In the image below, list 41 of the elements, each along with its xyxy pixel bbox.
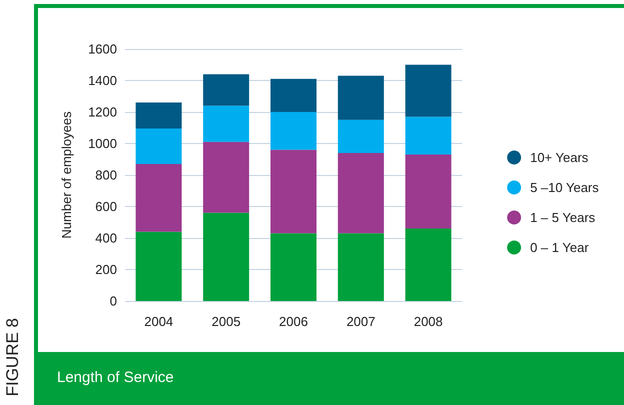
y-tick-label: 1000 — [88, 136, 117, 151]
bar — [405, 64, 452, 117]
bar — [405, 116, 452, 155]
legend-label: 0 – 1 Year — [530, 240, 590, 255]
bar — [203, 142, 250, 213]
x-tick-label: 2004 — [144, 314, 174, 329]
y-tick-label: 1200 — [88, 104, 117, 120]
bar — [405, 228, 452, 301]
legend-label: 5 –10 Years — [530, 180, 600, 195]
bar — [136, 232, 182, 301]
bar — [405, 154, 452, 229]
bar — [338, 233, 384, 301]
legend-label: 1 – 5 Years — [530, 210, 596, 225]
x-tick-label: 2007 — [346, 314, 376, 329]
y-tick-label: 400 — [95, 230, 117, 246]
bar — [338, 76, 384, 120]
bar — [270, 112, 316, 150]
bar — [270, 150, 316, 234]
bar — [136, 102, 182, 129]
x-tick-label: 2006 — [279, 314, 308, 329]
y-tick-label: 800 — [95, 168, 117, 182]
y-tick-label: 1600 — [88, 42, 117, 56]
y-axis-title: Number of employees — [59, 110, 74, 239]
bar — [203, 212, 250, 301]
y-tick-label: 1400 — [88, 73, 117, 88]
bar — [136, 164, 182, 232]
bar — [270, 78, 316, 112]
bar — [270, 233, 316, 301]
legend-label: 10+ Years — [530, 150, 589, 165]
bar — [203, 74, 250, 106]
y-tick-label: 0 — [110, 294, 117, 308]
y-tick-label: 200 — [95, 262, 117, 277]
x-tick-label: 2008 — [414, 314, 443, 329]
caption: FIGURE 8 — [3, 318, 22, 396]
bar — [338, 152, 384, 234]
y-tick-label: 600 — [95, 199, 117, 214]
x-tick-label: 2005 — [212, 314, 241, 329]
bar — [338, 120, 384, 153]
bar — [136, 128, 182, 164]
bar — [203, 106, 250, 142]
text: Length of Service — [57, 369, 174, 386]
